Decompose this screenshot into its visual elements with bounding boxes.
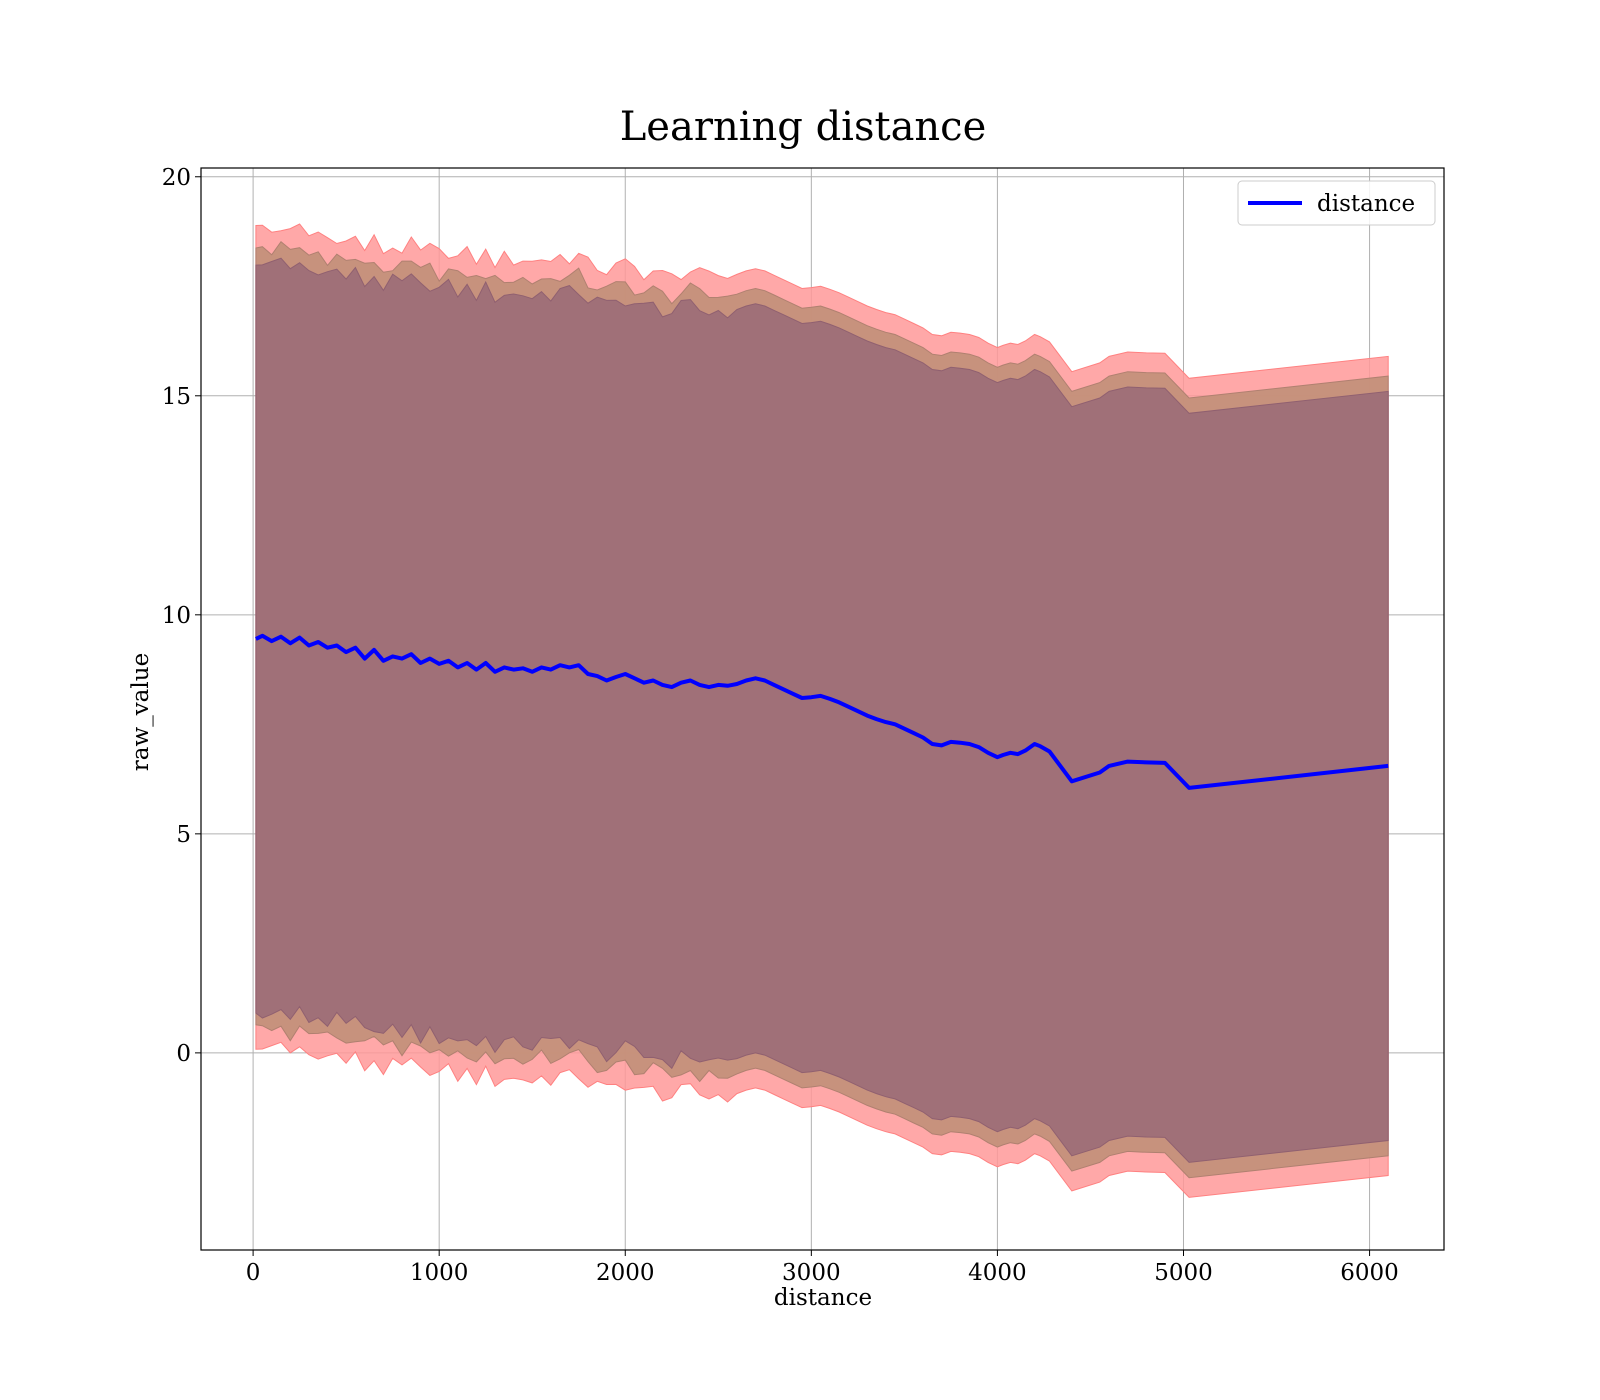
chart-title: Learning distance xyxy=(620,104,987,150)
x-tick-label: 4000 xyxy=(968,1260,1027,1286)
legend-label-distance: distance xyxy=(1317,191,1415,217)
y-tick-label: 15 xyxy=(162,384,191,410)
std-bands xyxy=(255,223,1389,1198)
y-axis-label: raw_value xyxy=(128,653,154,771)
series-line-distance xyxy=(255,633,1389,790)
y-tick-label: 20 xyxy=(162,165,191,191)
axis-ticks: 0 1000 2000 3000 4000 5000 6000 0 5 10 15 20 xyxy=(162,165,1399,1286)
legend: distance xyxy=(1237,180,1436,226)
x-tick-label: 1000 xyxy=(410,1260,469,1286)
y-tick-label: 10 xyxy=(162,603,191,629)
x-tick-label: 3000 xyxy=(782,1260,841,1286)
x-tick-label: 2000 xyxy=(596,1260,655,1286)
plot-frame xyxy=(200,167,1445,1251)
x-tick-label: 0 xyxy=(246,1260,261,1286)
x-tick-label: 6000 xyxy=(1340,1260,1399,1286)
legend-box xyxy=(1237,180,1436,226)
series-lines xyxy=(255,633,1389,790)
y-tick-label: 0 xyxy=(176,1041,191,1067)
y-tick-label: 5 xyxy=(176,822,191,848)
x-axis-label: distance xyxy=(774,1285,872,1311)
x-tick-label: 5000 xyxy=(1154,1260,1213,1286)
band-inner xyxy=(255,257,1389,1163)
